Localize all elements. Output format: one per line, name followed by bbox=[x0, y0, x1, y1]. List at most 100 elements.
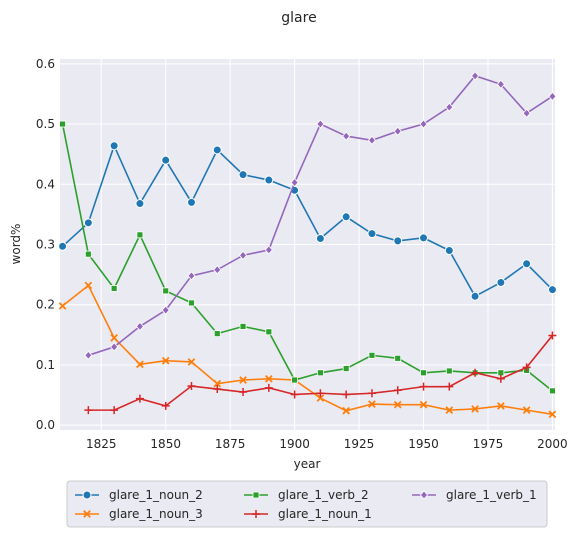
data-point-glare_1_verb_1 bbox=[213, 265, 222, 275]
data-point-glare_1_verb_1 bbox=[290, 177, 299, 188]
data-point-glare_1_verb_1 bbox=[84, 350, 93, 360]
y-tick-label: 0.6 bbox=[36, 57, 55, 71]
data-point-glare_1_verb_2 bbox=[368, 351, 376, 359]
data-point-glare_1_noun_2 bbox=[186, 197, 196, 207]
chart-title: glare bbox=[281, 10, 316, 26]
data-point-glare_1_verb_2 bbox=[110, 285, 118, 292]
series-line-glare_1_verb_2 bbox=[61, 123, 553, 392]
data-point-glare_1_verb_2 bbox=[84, 250, 92, 258]
data-point-glare_1_verb_2 bbox=[239, 323, 247, 330]
data-point-glare_1_noun_1 bbox=[187, 382, 196, 391]
legend-label: glare_1_noun_2 bbox=[109, 488, 203, 502]
data-point-glare_1_noun_3 bbox=[187, 358, 196, 366]
data-point-glare_1_noun_3 bbox=[110, 334, 118, 342]
grid bbox=[60, 59, 555, 430]
data-point-glare_1_verb_1 bbox=[548, 91, 557, 101]
data-point-glare_1_noun_2 bbox=[522, 259, 532, 269]
x-tick-label: 1825 bbox=[86, 437, 117, 451]
data-point-glare_1_noun_2 bbox=[315, 233, 325, 243]
x-tick-label: 1950 bbox=[408, 437, 439, 451]
legend-label: glare_1_noun_3 bbox=[109, 507, 203, 521]
data-point-glare_1_verb_1 bbox=[393, 126, 402, 136]
data-point-glare_1_noun_3 bbox=[161, 356, 170, 365]
data-point-glare_1_verb_1 bbox=[135, 321, 144, 332]
data-point-glare_1_verb_2 bbox=[549, 387, 556, 395]
legend-marker bbox=[252, 491, 260, 499]
data-point-glare_1_noun_1 bbox=[522, 363, 531, 372]
data-point-glare_1_verb_1 bbox=[367, 135, 376, 145]
x-axis-label: year bbox=[294, 457, 321, 471]
legend-marker bbox=[419, 490, 429, 500]
y-ticks: 0.0 0.1 0.2 0.3 0.4 0.5 0.6 bbox=[36, 57, 55, 432]
data-point-glare_1_noun_2 bbox=[58, 241, 68, 251]
data-point-glare_1_noun_1 bbox=[239, 388, 248, 397]
data-point-glare_1_verb_2 bbox=[291, 376, 299, 384]
data-point-glare_1_verb_2 bbox=[188, 299, 195, 307]
y-tick-label: 0.4 bbox=[36, 177, 55, 191]
legend-label: glare_1_verb_1 bbox=[446, 488, 537, 502]
data-point-glare_1_noun_3 bbox=[316, 394, 325, 402]
data-point-glare_1_verb_1 bbox=[342, 131, 351, 141]
series-glare_1_noun_3 bbox=[58, 281, 557, 419]
legend-box bbox=[66, 480, 548, 528]
data-point-glare_1_noun_2 bbox=[367, 229, 377, 239]
data-point-glare_1_noun_2 bbox=[109, 141, 119, 151]
data-point-glare_1_noun_2 bbox=[161, 155, 171, 165]
data-point-glare_1_noun_3 bbox=[84, 281, 93, 290]
legend-marker bbox=[252, 510, 260, 518]
data-point-glare_1_noun_1 bbox=[393, 386, 402, 395]
data-point-glare_1_verb_2 bbox=[316, 369, 324, 377]
data-point-glare_1_verb_2 bbox=[59, 120, 66, 128]
data-point-glare_1_noun_3 bbox=[548, 410, 557, 419]
data-point-glare_1_noun_1 bbox=[471, 368, 480, 377]
data-point-glare_1_noun_3 bbox=[497, 402, 505, 410]
data-point-glare_1_noun_1 bbox=[290, 390, 299, 399]
x-tick-label: 1900 bbox=[279, 437, 310, 451]
data-point-glare_1_verb_2 bbox=[136, 231, 144, 239]
data-point-glare_1_noun_2 bbox=[341, 212, 351, 222]
x-tick-label: 1850 bbox=[150, 437, 181, 451]
data-point-glare_1_noun_1 bbox=[161, 401, 170, 410]
data-point-glare_1_noun_3 bbox=[239, 376, 247, 384]
legend-item-glare_1_noun_2: glare_1_noun_2 bbox=[75, 488, 203, 502]
y-tick-label: 0.2 bbox=[36, 298, 55, 312]
data-point-glare_1_noun_1 bbox=[110, 406, 119, 415]
data-point-glare_1_verb_2 bbox=[265, 328, 273, 336]
data-point-glare_1_noun_3 bbox=[213, 379, 222, 388]
data-point-glare_1_noun_1 bbox=[342, 390, 351, 399]
data-point-glare_1_verb_1 bbox=[110, 342, 119, 352]
legend-item-glare_1_noun_3: glare_1_noun_3 bbox=[75, 507, 203, 521]
data-point-glare_1_noun_1 bbox=[367, 389, 376, 398]
x-tick-label: 1975 bbox=[473, 437, 504, 451]
data-point-glare_1_noun_2 bbox=[444, 246, 454, 256]
data-point-glare_1_noun_1 bbox=[419, 382, 428, 391]
data-point-glare_1_noun_3 bbox=[136, 360, 144, 369]
data-point-glare_1_noun_3 bbox=[522, 406, 531, 414]
data-point-glare_1_noun_3 bbox=[264, 374, 273, 383]
data-point-glare_1_verb_2 bbox=[162, 287, 170, 295]
data-point-glare_1_verb_1 bbox=[161, 305, 170, 315]
data-point-glare_1_noun_1 bbox=[84, 406, 93, 415]
data-point-glare_1_noun_3 bbox=[445, 406, 454, 414]
data-point-glare_1_noun_2 bbox=[496, 277, 506, 287]
data-point-glare_1_verb_1 bbox=[496, 79, 505, 89]
data-point-glare_1_noun_2 bbox=[238, 170, 248, 180]
legend-item-glare_1_noun_1: glare_1_noun_1 bbox=[244, 507, 372, 521]
y-tick-label: 0.3 bbox=[36, 238, 55, 252]
data-point-glare_1_noun_2 bbox=[419, 233, 429, 243]
series-line-glare_1_noun_3 bbox=[62, 284, 553, 416]
data-point-glare_1_noun_2 bbox=[83, 218, 93, 228]
data-point-glare_1_noun_3 bbox=[393, 400, 402, 409]
data-point-glare_1_noun_1 bbox=[135, 394, 144, 403]
legend: glare_1_noun_2 glare_1_noun_3 glare_1_verb… bbox=[66, 480, 548, 528]
data-point-glare_1_verb_1 bbox=[471, 71, 480, 81]
data-point-glare_1_noun_2 bbox=[393, 236, 403, 246]
data-point-glare_1_noun_1 bbox=[496, 374, 505, 383]
data-point-glare_1_noun_2 bbox=[135, 199, 145, 209]
x-tick-label: 1875 bbox=[215, 437, 246, 451]
legend-item-glare_1_verb_1: glare_1_verb_1 bbox=[412, 488, 537, 502]
data-point-glare_1_noun_1 bbox=[445, 382, 454, 391]
series-line-glare_1_noun_2 bbox=[62, 143, 553, 298]
data-point-glare_1_noun_2 bbox=[470, 291, 480, 301]
